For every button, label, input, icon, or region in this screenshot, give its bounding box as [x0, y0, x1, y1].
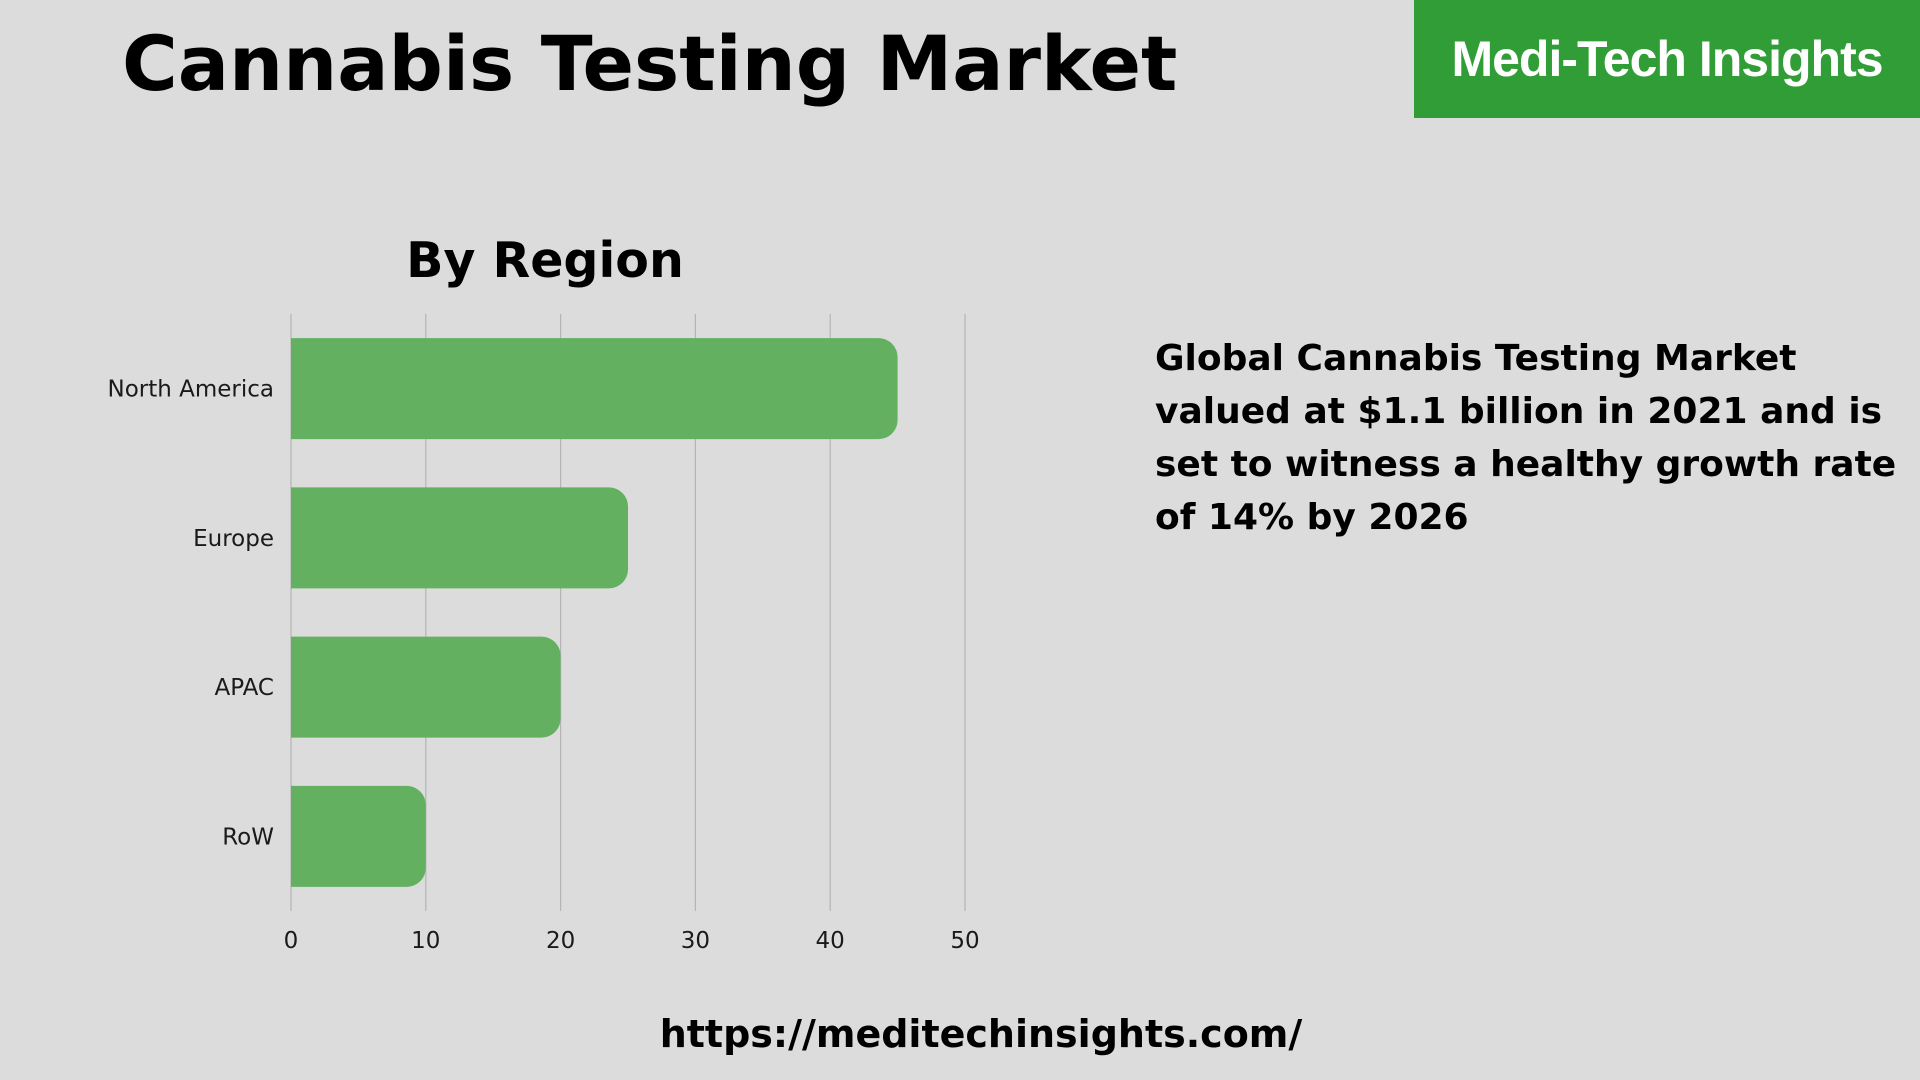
brand-logo-box: Medi-Tech Insights	[1414, 0, 1920, 118]
brand-logo-text: Medi-Tech Insights	[1451, 31, 1883, 87]
x-tick-label: 40	[816, 928, 845, 954]
bar-apac	[291, 636, 561, 738]
category-label: Europe	[193, 526, 274, 552]
category-label: North America	[107, 377, 274, 403]
x-tick-label: 0	[284, 928, 299, 954]
category-label: RoW	[222, 824, 274, 850]
bar-row	[291, 785, 426, 887]
x-tick-label: 30	[681, 928, 710, 954]
market-summary-text: Global Cannabis Testing Market valued at…	[1155, 338, 1897, 538]
chart-title: By Region	[406, 232, 684, 289]
bar-europe	[291, 487, 628, 589]
category-label: APAC	[214, 675, 274, 701]
bar-north-america	[291, 338, 898, 440]
footer-url: https://meditechinsights.com/	[659, 1012, 1303, 1056]
region-bar-chart: North America Europe APAC RoW 0 10 20 30 40 50	[107, 314, 980, 954]
x-tick-label: 10	[411, 928, 440, 954]
page-title: Cannabis Testing Market	[122, 19, 1178, 108]
x-tick-label: 50	[950, 928, 979, 954]
x-tick-label: 20	[546, 928, 575, 954]
